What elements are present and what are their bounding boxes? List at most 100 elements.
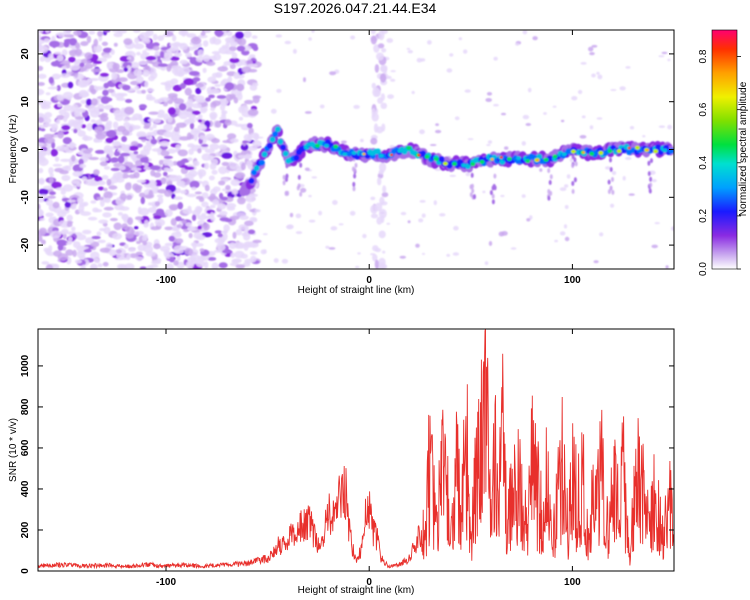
spectral-blob [204, 184, 210, 192]
spectral-blob [122, 84, 131, 91]
spectral-blob [642, 135, 646, 138]
spectral-blob [113, 222, 122, 231]
spectral-blob [44, 112, 53, 118]
spectral-blob [658, 125, 666, 128]
spectral-blob [118, 165, 126, 171]
spectral-blob [83, 134, 89, 142]
spectral-blob [112, 233, 123, 240]
spectral-blob [138, 192, 146, 198]
spectral-blob [611, 189, 615, 195]
spectral-blob [221, 152, 233, 159]
spectral-blob [184, 166, 195, 170]
spectral-blob [182, 208, 193, 215]
spectral-blob [171, 67, 179, 75]
spectral-blob [548, 180, 552, 185]
spectral-blob [164, 51, 173, 60]
spectral-blob [651, 179, 657, 183]
spectral-blob [85, 179, 96, 186]
spectral-blob [144, 80, 149, 88]
spectral-blob [218, 180, 226, 186]
spectral-blob [486, 92, 493, 96]
spectral-blob [62, 137, 72, 145]
spectral-blob [244, 99, 254, 105]
spectral-blob [221, 111, 226, 116]
spectral-blob [175, 122, 187, 128]
spectral-blob [209, 111, 218, 119]
spectral-blob [123, 118, 129, 122]
spectral-blob [99, 157, 109, 162]
spectral-blob [435, 123, 439, 126]
spectral-blob [552, 105, 557, 108]
spectral-blob [207, 90, 212, 95]
snr-x-axis: -100 0 100 [156, 329, 581, 588]
spectral-blob [378, 153, 384, 158]
spectral-blob [75, 42, 80, 49]
spectral-blob [101, 175, 109, 180]
spectral-blob [589, 151, 595, 156]
spectral-blob [79, 255, 86, 260]
spectral-blob [360, 138, 364, 143]
spectral-blob [400, 211, 407, 216]
spectral-blob [71, 180, 80, 184]
spectral-blob [390, 78, 396, 82]
spectral-blob [99, 161, 108, 167]
spectral-blob [225, 185, 231, 190]
spectral-blob [203, 223, 210, 231]
snr-x-label: Height of straight line (km) [298, 585, 415, 596]
spectral-blob [78, 202, 87, 207]
spectral-blob [106, 178, 112, 186]
spectral-blob [607, 189, 611, 195]
spectral-blob [354, 162, 358, 168]
spectral-blob [106, 120, 113, 126]
spectral-blob [609, 157, 612, 163]
spectral-blob [157, 63, 168, 67]
spectral-blob [149, 126, 154, 131]
y-tick-label: 400 [20, 480, 31, 497]
spectral-blob [213, 53, 222, 61]
spectral-blob [547, 195, 551, 201]
spectral-blob [102, 212, 112, 218]
spectral-blob [126, 56, 131, 60]
spectral-blob [57, 131, 64, 139]
spectral-blob [68, 56, 76, 63]
spectral-blob [147, 207, 157, 213]
spectral-blob [470, 162, 476, 167]
spectral-blob [175, 216, 182, 222]
spectral-blob [353, 173, 357, 179]
spectral-blob [243, 30, 252, 39]
spectral-blob [435, 129, 442, 134]
spectral-blob [225, 41, 230, 49]
spectral-blob [522, 114, 530, 120]
spectral-blob [140, 196, 145, 205]
spectral-blob [224, 50, 235, 55]
spectral-blob [210, 211, 215, 218]
spectral-blob [506, 156, 512, 161]
spectral-blob [173, 196, 183, 200]
spectral-blob [220, 196, 228, 201]
spectrogram-y-axis: -20 -10 0 10 20 [20, 48, 674, 252]
spectral-blob [56, 115, 65, 120]
spectral-blob [547, 168, 551, 174]
spectral-blob [461, 163, 467, 168]
spectral-blob [170, 218, 177, 226]
spectral-blob [471, 183, 474, 189]
spectral-blob [90, 88, 97, 95]
spectral-blob [560, 119, 565, 123]
spectral-blob [429, 144, 437, 146]
spectral-blob [224, 218, 233, 223]
spectral-blob [164, 30, 174, 37]
spectral-blob [229, 162, 239, 170]
spectral-blob [667, 124, 672, 130]
spectral-blob [54, 51, 62, 55]
spectral-blob [314, 143, 320, 148]
spectral-blob [596, 71, 600, 75]
spectral-blob [95, 133, 106, 140]
spectral-blob [47, 195, 56, 199]
spectral-blob [231, 258, 241, 264]
colorbar-tick-label: 0.4 [698, 155, 709, 169]
spectral-blob [60, 73, 71, 78]
spectral-blob [289, 212, 294, 218]
spectral-blob [581, 115, 586, 119]
spectral-blob [240, 104, 249, 113]
spectral-blob [128, 145, 139, 151]
